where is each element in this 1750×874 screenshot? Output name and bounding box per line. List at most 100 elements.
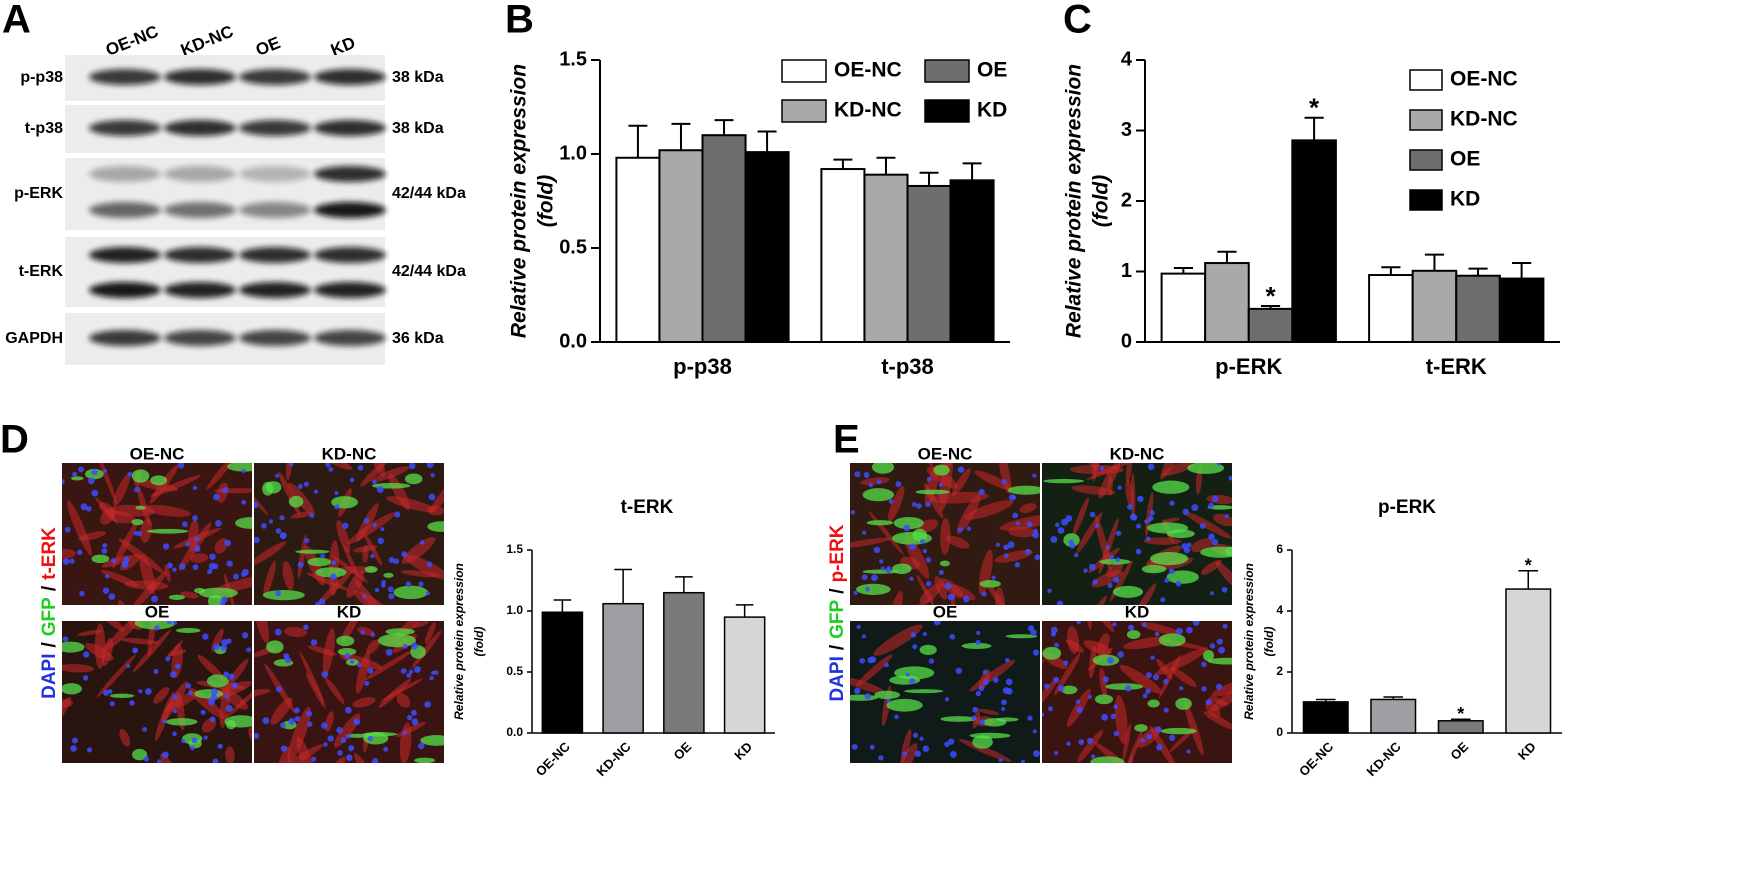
nucleus	[62, 636, 69, 643]
nucleus	[190, 745, 195, 751]
bar	[1370, 698, 1417, 734]
error-bar	[1217, 250, 1237, 264]
nucleus	[894, 714, 899, 720]
cell-green	[134, 621, 176, 630]
nucleus	[1027, 715, 1033, 721]
nucleus	[912, 732, 919, 738]
cell-red	[287, 706, 311, 762]
y-axis-label: Relative protein expression	[452, 563, 466, 720]
nucleus	[64, 526, 71, 533]
cell-green	[1099, 558, 1131, 565]
nucleus	[992, 677, 999, 683]
nucleus	[320, 553, 326, 559]
nucleus	[144, 688, 152, 695]
x-tick-label: t-ERK	[1426, 354, 1487, 379]
nucleus	[342, 522, 349, 529]
nucleus	[297, 561, 304, 568]
nucleus	[192, 515, 198, 522]
cell-red	[951, 468, 971, 497]
stain-part: /	[39, 642, 60, 648]
nucleus	[1155, 726, 1162, 733]
cell-red	[411, 630, 442, 669]
nucleus	[182, 521, 188, 528]
nucleus	[303, 481, 309, 487]
nucleus	[172, 621, 178, 625]
nucleus	[102, 587, 110, 594]
blot-band	[164, 166, 236, 182]
cell-red	[1053, 653, 1081, 696]
nucleus	[426, 561, 433, 568]
nucleus	[947, 593, 955, 601]
nucleus	[71, 737, 78, 744]
nucleus	[108, 593, 116, 600]
nucleus	[1222, 623, 1228, 629]
nucleus	[1078, 739, 1085, 746]
nucleus	[350, 659, 355, 664]
blot-size-label: 38 kDa	[392, 120, 444, 137]
cell-red	[977, 708, 1000, 715]
micrograph	[850, 463, 1040, 605]
nucleus	[1033, 528, 1038, 534]
nucleus	[1145, 536, 1151, 541]
micrograph-label: OE	[933, 602, 958, 621]
panel-letter: A	[2, 0, 31, 42]
nucleus	[957, 527, 963, 533]
nucleus	[888, 498, 894, 504]
nucleus	[1135, 548, 1142, 555]
cell-red	[188, 519, 199, 552]
nucleus	[1192, 621, 1200, 626]
x-tick-label: OE-NC	[533, 739, 574, 780]
nucleus	[91, 469, 98, 476]
blot-row-label: t-ERK	[19, 263, 64, 280]
cell-green	[131, 469, 150, 483]
nucleus	[1107, 656, 1114, 664]
cell-green	[1043, 478, 1085, 484]
nucleus	[134, 486, 140, 493]
nucleus	[181, 738, 186, 744]
error-bar	[628, 124, 648, 158]
nucleus	[394, 511, 401, 518]
cell-red	[1162, 463, 1205, 476]
nucleus	[1145, 672, 1152, 679]
cell-red	[850, 537, 893, 549]
nucleus	[428, 493, 436, 501]
error-bar	[919, 171, 939, 186]
nucleus	[72, 471, 78, 477]
nucleus	[1007, 541, 1015, 549]
cell-red	[339, 653, 383, 670]
blot-row-label: GAPDH	[5, 330, 63, 347]
panel-letter: C	[1063, 0, 1092, 42]
cell-red	[1122, 723, 1131, 761]
cell-green	[235, 517, 252, 529]
nucleus	[1032, 473, 1037, 478]
nucleus	[1087, 737, 1094, 744]
nucleus	[1020, 759, 1025, 763]
nucleus	[1102, 676, 1109, 683]
error-bar	[675, 576, 693, 593]
nucleus	[1182, 508, 1189, 516]
cell-red	[206, 463, 237, 490]
blot-band	[314, 69, 386, 85]
significance-mark: *	[1265, 281, 1276, 311]
nucleus	[279, 722, 286, 729]
nucleus	[262, 717, 270, 725]
nucleus	[200, 709, 206, 715]
nucleus	[912, 644, 918, 650]
lane-label: OE-NC	[103, 22, 161, 60]
nucleus	[223, 671, 229, 677]
cell-green	[1094, 694, 1114, 705]
cell-red	[1203, 711, 1232, 730]
nucleus	[922, 631, 927, 637]
cell-red	[1149, 767, 1179, 794]
nucleus	[1175, 580, 1182, 587]
cell-green	[377, 633, 417, 648]
y-tick-label: 3	[1121, 119, 1132, 141]
cell-red	[918, 463, 935, 470]
nucleus	[334, 490, 339, 496]
nucleus	[363, 517, 370, 524]
stain-part: DAPI	[39, 654, 60, 699]
cell-red	[1145, 491, 1154, 537]
error-bar	[735, 604, 754, 618]
nucleus	[1112, 622, 1117, 627]
nucleus	[426, 463, 434, 469]
